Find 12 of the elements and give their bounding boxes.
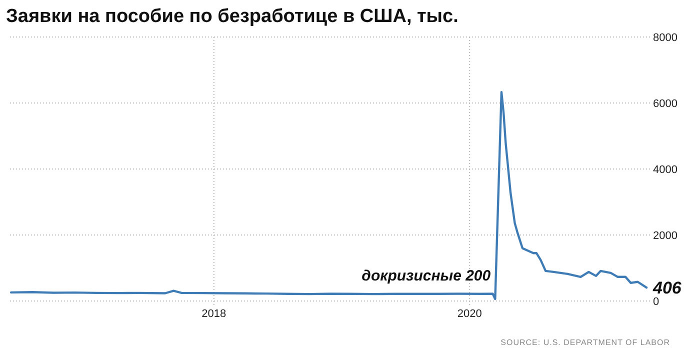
source-note: SOURCE: U.S. DEPARTMENT OF LABOR xyxy=(500,338,670,347)
x-tick-label: 2020 xyxy=(457,308,482,320)
y-tick-label: 2000 xyxy=(653,230,678,242)
annotation: 406 xyxy=(652,278,682,298)
y-tick-label: 6000 xyxy=(653,98,678,110)
y-tick-label: 4000 xyxy=(653,164,678,176)
chart-title: Заявки на пособие по безработице в США, тыс. xyxy=(6,6,458,27)
x-tick-label: 2018 xyxy=(202,308,226,320)
y-tick-label: 8000 xyxy=(653,32,678,44)
line-series xyxy=(10,91,648,300)
y-tick-label: 0 xyxy=(653,296,660,308)
annotation: докризисные 200 xyxy=(362,267,492,284)
